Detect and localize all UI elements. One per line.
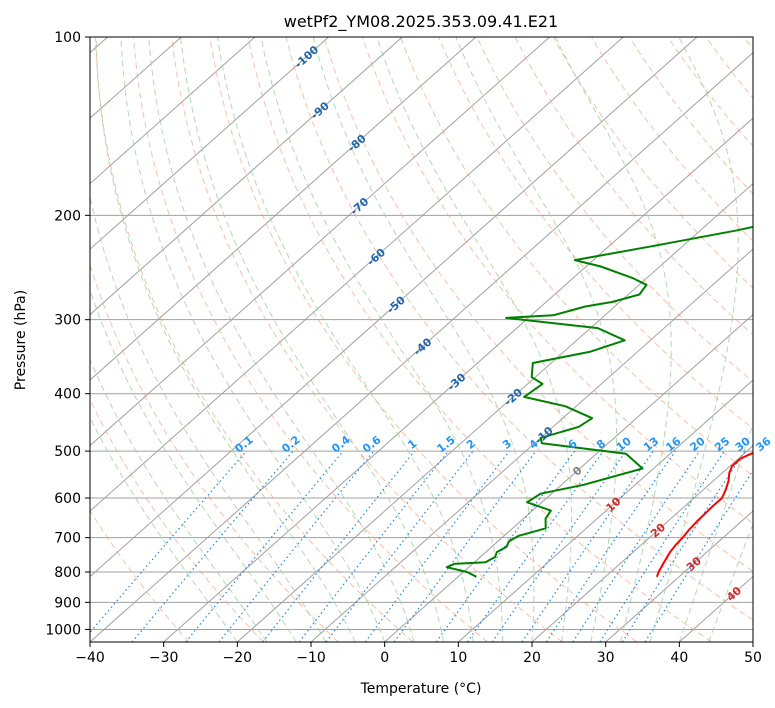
moist-adiabat-line	[649, 37, 739, 642]
dry-adiabat-line	[476, 37, 753, 383]
x-tick-label: −10	[296, 650, 326, 666]
x-tick-label: 30	[597, 650, 615, 666]
isotherm-line	[384, 313, 753, 642]
isotherm-line	[90, 37, 624, 512]
moist-adiabat-line	[216, 37, 474, 642]
dry-adiabat-line	[94, 37, 414, 642]
moist-adiabat-line	[90, 416, 238, 642]
axes: −40 −30 −20 −10 0 10 20 30 40 50 100 200 300 400 500 60…	[45, 30, 762, 666]
isotherm-line	[90, 51, 753, 642]
mixing-ratio-line	[185, 450, 344, 642]
mixing-ratio-line	[467, 450, 604, 642]
mixing-ratio-line	[491, 450, 627, 642]
dry-adiabat-line	[590, 37, 753, 242]
mixing-ratio-line	[599, 450, 725, 642]
dry-adiabat-line	[361, 37, 753, 525]
moist-adiabat-line	[678, 422, 753, 642]
mixing-ratio-line	[262, 450, 416, 642]
dry-adiabat-line	[171, 37, 563, 642]
x-tick-label: −30	[149, 650, 179, 666]
isotherm-line	[605, 510, 753, 642]
sounding-traces	[445, 225, 753, 578]
mixing-ratio-line	[131, 450, 294, 642]
x-tick-label: 20	[523, 650, 541, 666]
dry-adiabat-line	[438, 37, 753, 430]
moist-adiabat-line	[90, 194, 327, 642]
chart-title: wetPf2_YM08.2025.353.09.41.E21	[284, 12, 558, 32]
mixing-ratio-line	[364, 450, 510, 642]
mixing-ratio-line	[218, 450, 375, 642]
isotherm-line	[531, 444, 753, 642]
dry-adiabat-line	[90, 398, 264, 642]
background-lines	[90, 37, 753, 642]
dry-adiabat-line	[323, 37, 753, 573]
moist-adiabat-line	[455, 37, 618, 642]
dry-adiabat-line	[133, 37, 488, 642]
isotherm-line	[90, 37, 256, 185]
y-axis-label: Pressure (hPa)	[13, 290, 29, 390]
temperature-trace	[655, 451, 753, 578]
y-tick-label: 1000	[45, 622, 81, 638]
isotherm-line	[163, 117, 753, 642]
y-tick-label: 300	[54, 313, 81, 329]
moist-adiabat-line	[312, 37, 535, 642]
y-tick-label: 400	[54, 387, 81, 403]
mixing-ratio-line	[90, 450, 247, 634]
moist-adiabat-line	[554, 37, 672, 642]
x-tick-label: 0	[380, 650, 389, 666]
dry-adiabat-line	[667, 37, 753, 147]
moist-adiabat-line	[90, 288, 297, 642]
x-tick-label: −40	[75, 650, 105, 666]
moist-adiabat-line	[180, 37, 445, 642]
moist-adiabat-line	[90, 358, 268, 642]
x-tick-label: 40	[670, 650, 688, 666]
x-axis-label: Temperature (°C)	[360, 681, 482, 697]
dry-adiabat-line	[552, 37, 753, 289]
isotherm-line	[458, 379, 753, 642]
x-tick-label: 10	[449, 650, 467, 666]
moist-adiabat-line	[95, 37, 356, 642]
y-tick-label: 200	[54, 208, 81, 224]
isotherm-line	[90, 37, 550, 447]
moist-adiabat-line	[260, 37, 503, 642]
dry-adiabat-line	[285, 37, 753, 621]
isotherm-line	[237, 182, 753, 642]
mixing-ratio-line	[621, 450, 746, 642]
isotherm-line	[90, 37, 477, 381]
dewpoint-trace	[445, 225, 753, 578]
x-tick-label: 50	[744, 650, 762, 666]
y-tick-label: 500	[54, 444, 81, 460]
y-tick-label: 600	[54, 491, 81, 507]
mixing-ratio-line	[644, 469, 753, 642]
x-tick-label: −20	[223, 650, 253, 666]
moist-adiabat-line	[708, 522, 753, 642]
y-tick-label: 800	[54, 565, 81, 581]
moist-adiabat-line	[148, 37, 415, 642]
dry-adiabat-line	[400, 37, 753, 477]
y-tick-label: 100	[54, 30, 81, 46]
mixing-ratio-line	[393, 450, 537, 642]
y-tick-label: 900	[54, 595, 81, 611]
isotherm-line	[90, 37, 329, 250]
isotherm-line	[90, 37, 698, 578]
y-tick-label: 700	[54, 531, 81, 547]
plot-frame	[89, 36, 754, 643]
